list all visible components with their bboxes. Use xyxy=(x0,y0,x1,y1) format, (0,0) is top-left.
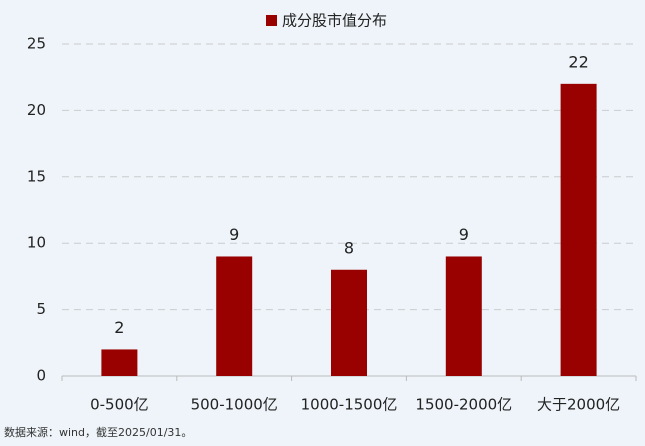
data-label: 8 xyxy=(344,238,354,257)
legend-label: 成分股市值分布 xyxy=(282,12,387,30)
data-label: 9 xyxy=(459,225,469,244)
legend-swatch xyxy=(266,15,277,26)
y-tick-label: 20 xyxy=(27,101,46,119)
x-tick-label: 0-500亿 xyxy=(90,396,149,414)
data-label: 9 xyxy=(229,225,239,244)
bar xyxy=(331,269,367,376)
x-tick-label: 1500-2000亿 xyxy=(415,396,512,414)
source-note: 数据来源：wind，截至2025/01/31。 xyxy=(4,425,192,439)
data-label: 2 xyxy=(114,318,124,337)
bar xyxy=(560,83,597,376)
y-tick-label: 25 xyxy=(27,35,46,53)
bar xyxy=(101,349,138,376)
y-tick-label: 5 xyxy=(36,300,46,318)
y-tick-label: 0 xyxy=(36,367,46,385)
x-tick-label: 1000-1500亿 xyxy=(301,396,398,414)
y-tick-label: 15 xyxy=(27,167,46,185)
data-label: 22 xyxy=(568,52,588,71)
bar xyxy=(445,256,482,376)
x-tick-label: 大于2000亿 xyxy=(537,396,620,414)
y-tick-label: 10 xyxy=(27,234,46,252)
x-tick-label: 500-1000亿 xyxy=(191,396,278,414)
bar xyxy=(216,256,253,376)
